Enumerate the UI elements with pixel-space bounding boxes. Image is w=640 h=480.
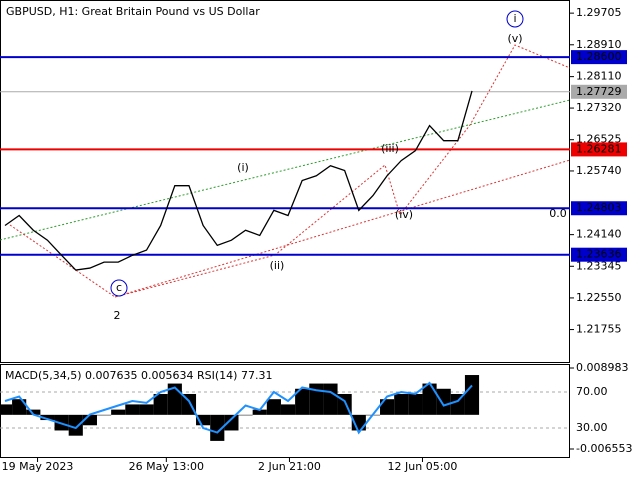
macd-bar bbox=[380, 399, 395, 415]
macd-bar bbox=[280, 404, 296, 415]
wave-label: i bbox=[513, 12, 516, 25]
price-line bbox=[4, 90, 473, 271]
macd-bar bbox=[0, 404, 13, 415]
macd-bar bbox=[238, 414, 253, 416]
x-tick-label: 19 May 2023 bbox=[2, 460, 74, 473]
wave-circle bbox=[110, 279, 128, 297]
macd-bar bbox=[266, 399, 281, 415]
y-tick-label: 1.21755 bbox=[576, 323, 622, 336]
main-frame bbox=[0, 0, 570, 363]
wave-label: (i) bbox=[237, 161, 249, 174]
macd-bar bbox=[196, 414, 211, 426]
y2-tick-label: 70.00 bbox=[576, 385, 608, 398]
y-tick-label: 1.25740 bbox=[576, 164, 622, 177]
macd-bar bbox=[295, 388, 310, 415]
y-tick-label: 1.29705 bbox=[576, 6, 622, 19]
price-label: 1.24803 bbox=[576, 201, 622, 214]
macd-bar bbox=[252, 409, 267, 415]
wave-path bbox=[9, 44, 571, 298]
price-label: 1.23636 bbox=[576, 248, 622, 261]
wave-label: 2 bbox=[114, 309, 121, 322]
wave-label: (ii) bbox=[270, 259, 285, 272]
macd-bar bbox=[394, 393, 409, 415]
wave-label: (iii) bbox=[381, 142, 399, 155]
price-box bbox=[571, 50, 627, 65]
macd-bar bbox=[139, 404, 154, 415]
y-tick-label: 1.28910 bbox=[576, 38, 622, 51]
price-label: 1.28600 bbox=[576, 50, 622, 63]
macd-bar bbox=[210, 414, 225, 441]
macd-bar bbox=[96, 414, 112, 416]
y-tick-label: 1.23345 bbox=[576, 259, 622, 272]
price-box bbox=[571, 247, 627, 262]
y-tick-label: 0.008983 bbox=[576, 361, 629, 374]
macd-bar bbox=[464, 375, 480, 415]
rsi-line bbox=[4, 381, 473, 435]
indicator-label: MACD(5,34,5) 0.007635 0.005634 RSI(14) 7… bbox=[5, 369, 272, 382]
macd-bar bbox=[111, 409, 126, 415]
wave-circle bbox=[506, 10, 524, 28]
x-tick-label: 2 Jun 21:00 bbox=[258, 460, 321, 473]
macd-bar bbox=[408, 393, 423, 415]
macd-bar bbox=[68, 414, 83, 436]
channel-line bbox=[114, 159, 571, 298]
macd-bar bbox=[224, 414, 239, 431]
price-box bbox=[571, 201, 627, 216]
price-box bbox=[571, 142, 627, 157]
chart-title: GBPUSD, H1: Great Britain Pound vs US Do… bbox=[6, 5, 260, 18]
x-tick-label: 12 Jun 05:00 bbox=[388, 460, 458, 473]
wave-label: c bbox=[116, 281, 122, 294]
y-tick-label: 1.27320 bbox=[576, 101, 622, 114]
macd-bar bbox=[40, 414, 55, 421]
macd-bar bbox=[12, 399, 27, 415]
macd-bar bbox=[125, 404, 140, 415]
price-box bbox=[571, 84, 627, 99]
x-tick-label: 26 May 13:00 bbox=[129, 460, 204, 473]
macd-bar bbox=[153, 393, 168, 415]
wave-label: 0.0 bbox=[549, 207, 567, 220]
macd-bar bbox=[82, 414, 97, 426]
price-label: 1.27729 bbox=[576, 85, 622, 98]
macd-bar bbox=[436, 388, 451, 415]
wave-label: (iv) bbox=[395, 208, 413, 221]
macd-bar bbox=[323, 383, 338, 415]
y-tick-label: 1.22550 bbox=[576, 291, 622, 304]
price-label: 1.26281 bbox=[576, 142, 622, 155]
macd-bar bbox=[26, 409, 41, 415]
y-tick-label: 1.24140 bbox=[576, 228, 622, 241]
channel-line bbox=[0, 99, 571, 241]
macd-bar bbox=[450, 393, 465, 415]
macd-bar bbox=[422, 383, 437, 415]
y-tick-label: -0.006553 bbox=[576, 442, 632, 455]
y-tick-label: 1.28110 bbox=[576, 70, 622, 83]
wave-label: (v) bbox=[507, 32, 522, 45]
y2-tick-label: 30.00 bbox=[576, 421, 608, 434]
